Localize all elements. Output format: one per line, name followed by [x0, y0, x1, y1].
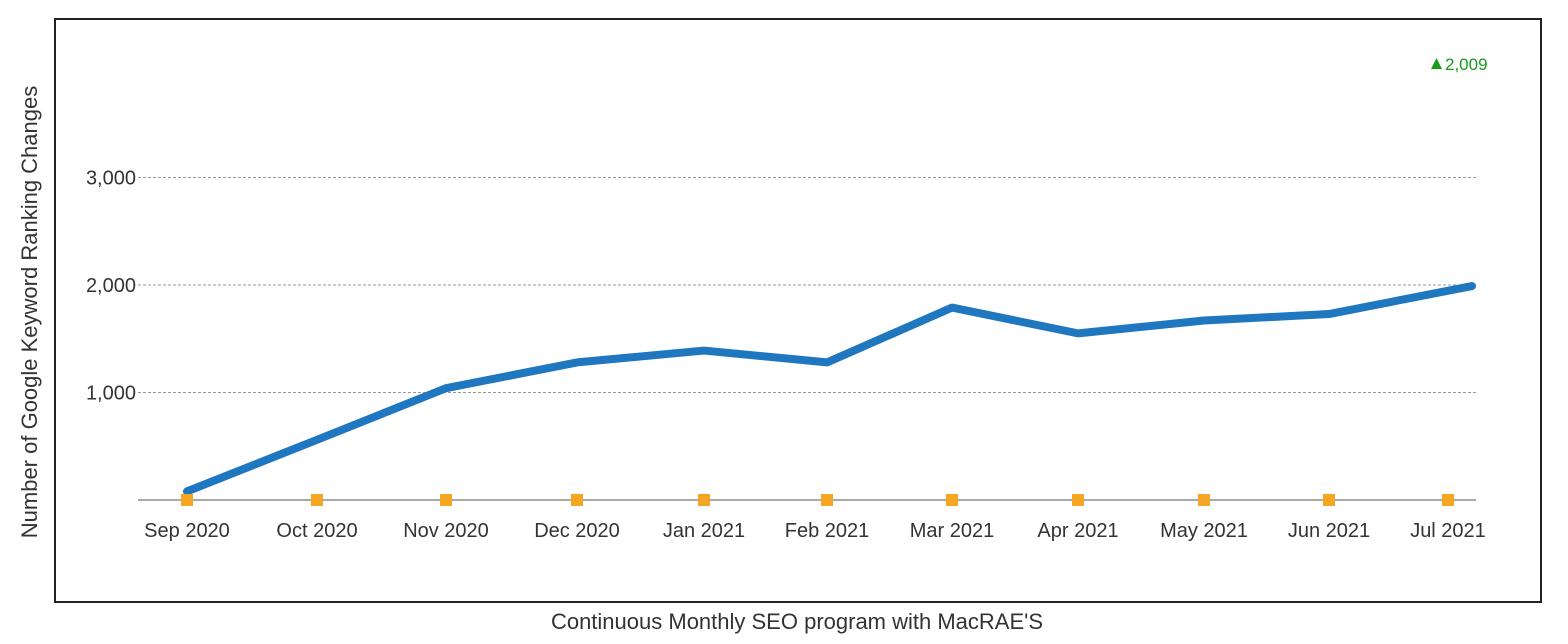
- y-tick-label: 2,000: [86, 275, 136, 297]
- data-point-marker: [440, 494, 452, 506]
- x-tick-label: Jun 2021: [1288, 520, 1370, 542]
- x-axis-ticks: Sep 2020 Oct 2020 Nov 2020 Dec 2020 Jan 2021…: [144, 520, 1486, 542]
- x-tick-label: Nov 2020: [403, 520, 489, 542]
- chart-frame: [54, 18, 1542, 603]
- data-point-marker: [181, 494, 193, 506]
- y-axis-ticks: 1,000 2,000 3,000: [86, 168, 136, 405]
- x-tick-label: Sep 2020: [144, 520, 230, 542]
- x-tick-label: Feb 2021: [785, 520, 870, 542]
- data-point-marker: [311, 494, 323, 506]
- triangle-up-icon: [1431, 58, 1442, 69]
- marker-series: [181, 494, 1454, 506]
- data-point-marker: [1323, 494, 1335, 506]
- y-axis-title: Number of Google Keyword Ranking Changes: [17, 86, 42, 538]
- series-line: [183, 282, 1476, 496]
- x-tick-label: Dec 2020: [534, 520, 620, 542]
- change-badge-value: 2,009: [1445, 55, 1488, 74]
- x-tick-label: May 2021: [1160, 520, 1248, 542]
- series-line-path: [183, 282, 1476, 496]
- y-tick-label: 1,000: [86, 383, 136, 405]
- gridlines: [138, 177, 1476, 393]
- data-point-marker: [571, 494, 583, 506]
- x-tick-label: Jul 2021: [1410, 520, 1486, 542]
- y-tick-label: 3,000: [86, 168, 136, 190]
- x-axis-title: Continuous Monthly SEO program with MacR…: [551, 609, 1043, 634]
- x-tick-label: Mar 2021: [910, 520, 995, 542]
- data-point-marker: [698, 494, 710, 506]
- change-badge: 2,009: [1431, 55, 1488, 74]
- x-tick-label: Jan 2021: [663, 520, 745, 542]
- x-tick-label: Oct 2020: [276, 520, 357, 542]
- data-point-marker: [1198, 494, 1210, 506]
- data-point-marker: [1072, 494, 1084, 506]
- data-point-marker: [821, 494, 833, 506]
- x-tick-label: Apr 2021: [1037, 520, 1118, 542]
- data-point-marker: [1442, 494, 1454, 506]
- data-point-marker: [946, 494, 958, 506]
